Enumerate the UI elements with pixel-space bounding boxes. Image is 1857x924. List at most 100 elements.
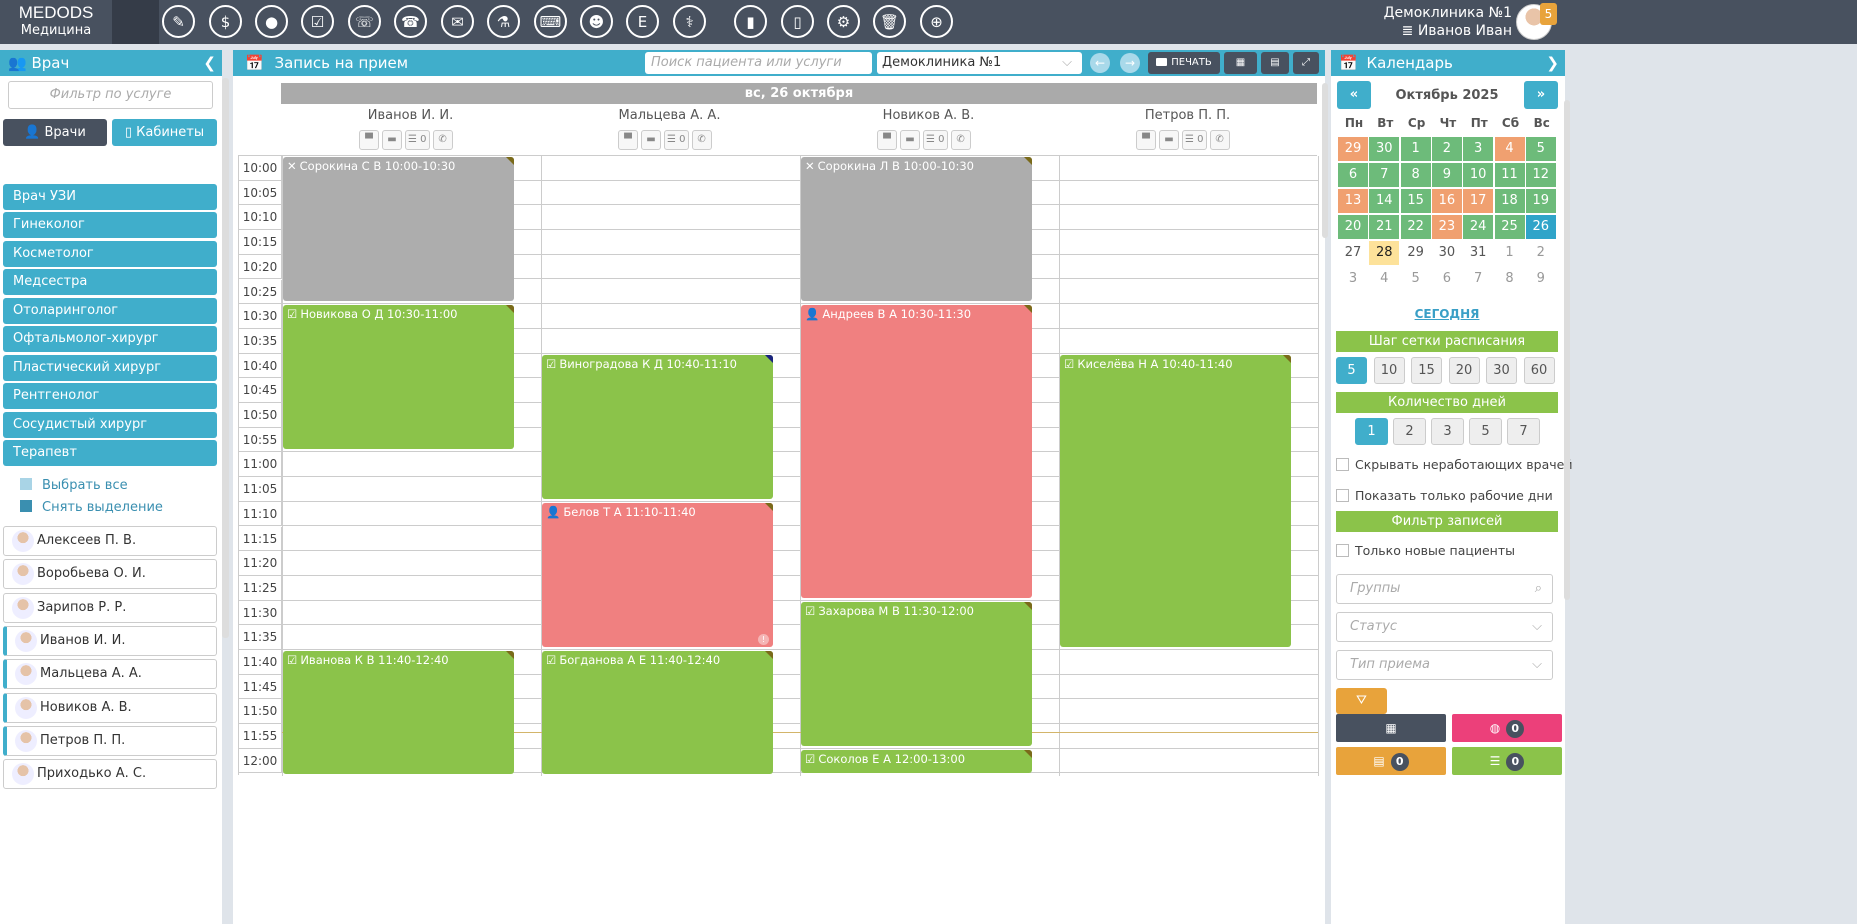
call-center-icon[interactable]: ☏ <box>348 5 381 38</box>
only-workdays-checkbox[interactable]: Показать только рабочие дни <box>1336 488 1553 503</box>
doctor-list-item[interactable]: Зарипов Р. Р. <box>3 592 217 623</box>
money-icon[interactable]: $ <box>209 5 242 38</box>
print-button[interactable]: ПЕЧАТЬ <box>1148 52 1220 74</box>
grid-step-button[interactable]: 30 <box>1486 357 1517 384</box>
grid-step-button[interactable]: 20 <box>1448 357 1480 384</box>
pharmacy-icon[interactable]: ⚗ <box>487 5 520 38</box>
calendar-day[interactable]: 28 <box>1369 241 1400 265</box>
printer-icon[interactable]: ▬ <box>1159 130 1179 150</box>
calendar-day[interactable]: 13 <box>1338 189 1368 213</box>
calendar-day[interactable]: 20 <box>1338 215 1368 239</box>
specialty-item[interactable]: Рентгенолог <box>3 383 217 409</box>
calendar-day[interactable]: 6 <box>1442 271 1452 286</box>
doctor-icon[interactable]: ☻ <box>580 5 613 38</box>
days-count-button[interactable]: 3 <box>1431 418 1464 445</box>
calendar-day[interactable]: 5 <box>1411 271 1420 286</box>
calendar-day[interactable]: 30 <box>1438 245 1456 260</box>
grid-step-button[interactable]: 10 <box>1373 357 1405 384</box>
service-filter-input[interactable]: Фильтр по услуге <box>8 81 213 109</box>
calendar-day[interactable]: 14 <box>1369 189 1400 213</box>
doctor-list-item[interactable]: Новиков А. В. <box>3 692 217 723</box>
calendar-day[interactable]: 1 <box>1505 245 1514 260</box>
right-scrollbar[interactable] <box>1564 100 1570 600</box>
calendar-day[interactable]: 9 <box>1431 163 1462 187</box>
calendar-day[interactable]: 4 <box>1494 137 1525 161</box>
calendar-day[interactable]: 1 <box>1400 137 1431 161</box>
calendar-day[interactable]: 24 <box>1463 215 1494 239</box>
checklist-icon[interactable]: ☑ <box>301 5 334 38</box>
waitlist-icon[interactable]: ☰ 0 <box>664 130 689 150</box>
prev-day-button[interactable]: ← <box>1090 53 1110 73</box>
specialty-item[interactable]: Пластический хирург <box>3 354 217 381</box>
cabinets-tab[interactable]: ▯ Кабинеты <box>112 119 217 146</box>
calendar-day[interactable]: 2 <box>1431 137 1462 161</box>
printer-icon[interactable]: ▬ <box>382 130 402 150</box>
online-records-button[interactable]: ◍ 0 <box>1452 714 1562 742</box>
days-count-button[interactable]: 7 <box>1507 418 1540 445</box>
grid-step-button[interactable]: 60 <box>1523 357 1555 384</box>
days-count-button[interactable]: 2 <box>1393 418 1426 445</box>
calendar-day[interactable]: 7 <box>1369 163 1400 187</box>
deselect-all[interactable]: Снять выделение <box>20 500 163 515</box>
patient-icon[interactable]: ● <box>255 5 288 38</box>
appointment[interactable]: 👤 Андреев В А 10:30-11:30 <box>801 305 1032 598</box>
phone-icon[interactable]: ✆ <box>691 130 712 150</box>
next-day-button[interactable]: → <box>1120 53 1140 73</box>
appointment[interactable]: ☑ Захарова М В 11:30-12:00 <box>801 601 1032 746</box>
calendar-day[interactable]: 10 <box>1463 163 1494 187</box>
calendar-icon[interactable]: ▀ <box>1136 130 1156 150</box>
calendar-day[interactable]: 3 <box>1348 271 1358 286</box>
prev-month-button[interactable]: « <box>1337 81 1371 109</box>
days-count-button[interactable]: 1 <box>1355 418 1388 445</box>
specialty-item[interactable]: Отоларинголог <box>3 297 217 324</box>
calendar-day[interactable]: 7 <box>1474 271 1483 286</box>
phone-icon[interactable]: ✆ <box>432 130 453 150</box>
calendar-day[interactable]: 25 <box>1494 215 1525 239</box>
patient-search-input[interactable]: Поиск пациента или услуги <box>645 52 872 74</box>
calendar-day[interactable]: 16 <box>1431 189 1462 213</box>
calendar-icon[interactable]: ▀ <box>618 130 638 150</box>
doctors-tab[interactable]: 👤 Врачи <box>3 119 107 146</box>
phone-icon[interactable]: ☎ <box>394 5 427 38</box>
doctor-list-item[interactable]: Иванов И. И. <box>3 625 217 656</box>
specialty-item[interactable]: Гинеколог <box>3 212 217 238</box>
calendar-day[interactable]: 17 <box>1463 189 1494 213</box>
doctor-list-item[interactable]: Петров П. П. <box>3 725 217 756</box>
reports-icon[interactable]: ▮ <box>734 5 767 38</box>
only-new-checkbox[interactable]: Только новые пациенты <box>1336 543 1515 558</box>
calendar-day[interactable]: 9 <box>1536 271 1545 286</box>
calendar-day[interactable]: 6 <box>1338 163 1368 187</box>
calendar-day[interactable]: 21 <box>1369 215 1400 239</box>
calendar-day[interactable]: 11 <box>1494 163 1525 187</box>
calendar-view-button[interactable]: ▦ <box>1336 714 1446 742</box>
trash-icon[interactable]: 🗑 <box>873 5 906 38</box>
calendar-day[interactable]: 23 <box>1431 215 1462 239</box>
phone-icon[interactable]: ✆ <box>1209 130 1230 150</box>
appointment[interactable]: ☑ Виноградова К Д 10:40-11:10 <box>542 354 773 499</box>
documents-icon[interactable]: ▯ <box>781 5 814 38</box>
calendar-day[interactable]: 26 <box>1525 215 1556 239</box>
appointment[interactable]: ☑ Богданова А Е 11:40-12:40 <box>542 651 773 774</box>
status-select[interactable]: Статус ⌵ <box>1336 612 1553 642</box>
select-all[interactable]: Выбрать все <box>20 478 128 493</box>
stethoscope-icon[interactable]: ⚕ <box>673 5 706 38</box>
groups-input[interactable]: Группы ⌕ <box>1336 574 1553 604</box>
appointment[interactable]: ☑ Иванова К В 11:40-12:40 <box>283 651 514 774</box>
notification-badge[interactable]: 5 <box>1540 3 1557 25</box>
specialty-item[interactable]: Косметолог <box>3 240 217 267</box>
type-select[interactable]: Тип приема ⌵ <box>1336 650 1553 680</box>
specialty-item[interactable]: Терапевт <box>3 440 217 466</box>
calendar-day[interactable]: 30 <box>1369 137 1400 161</box>
calendar-day[interactable]: 4 <box>1380 271 1389 286</box>
specialty-item[interactable]: Врач УЗИ <box>3 183 217 210</box>
ehr-book-icon[interactable]: E <box>626 5 659 38</box>
grid-step-button[interactable]: 15 <box>1411 357 1442 384</box>
mail-icon[interactable]: ✉ <box>441 5 474 38</box>
passport-icon[interactable]: ⊕ <box>920 5 953 38</box>
appointment[interactable]: ☑ Соколов Е А 12:00-13:00 <box>801 749 1032 774</box>
clear-filter-button[interactable]: ⛛ <box>1336 688 1387 714</box>
calendar-day[interactable]: 15 <box>1400 189 1431 213</box>
specialty-item[interactable]: Офтальмолог-хирург <box>3 326 217 352</box>
hide-idle-checkbox[interactable]: Скрывать неработающих врачей <box>1336 457 1572 472</box>
doctor-list-item[interactable]: Приходько А. С. <box>3 759 217 790</box>
